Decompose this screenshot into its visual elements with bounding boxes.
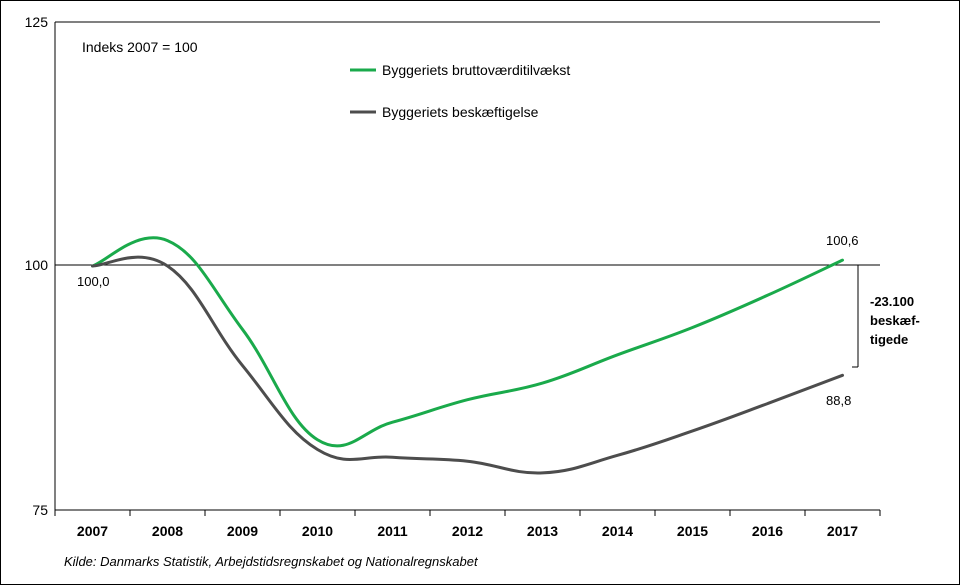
x-tick-label: 2017	[827, 523, 858, 539]
y-tick-label: 100	[25, 257, 49, 273]
x-tick-label: 2013	[527, 523, 558, 539]
legend-label: Byggeriets bruttoværditilvækst	[382, 62, 570, 78]
legend-label: Byggeriets beskæftigelse	[382, 104, 539, 120]
x-tick-label: 2014	[602, 523, 633, 539]
data-label-green-end: 100,6	[826, 233, 859, 248]
y-tick-label: 75	[32, 502, 48, 518]
series-line-beskaeftigelse	[91, 255, 844, 475]
x-tick-label: 2010	[302, 523, 333, 539]
gap-annotation-line3: tigede	[870, 332, 908, 347]
gap-annotation-line2: beskæf-	[870, 313, 920, 328]
data-label-grey-end: 88,8	[826, 393, 851, 408]
x-tick-label: 2016	[752, 523, 783, 539]
x-tick-label: 2011	[377, 523, 408, 539]
gap-annotation-line1: -23.100	[870, 294, 914, 309]
gap-bracket	[852, 264, 859, 368]
y-tick-label: 125	[25, 14, 49, 30]
series-line-bruttovaerditilvaekst	[91, 236, 844, 448]
data-label-start: 100,0	[77, 274, 110, 289]
x-tick-label: 2007	[77, 523, 108, 539]
x-tick-label: 2015	[677, 523, 708, 539]
x-tick-label: 2012	[452, 523, 483, 539]
source-note: Kilde: Danmarks Statistik, Arbejdstidsre…	[64, 554, 478, 569]
x-tick-label: 2009	[227, 523, 258, 539]
chart-subtitle: Indeks 2007 = 100	[82, 39, 198, 55]
x-tick-label: 2008	[152, 523, 183, 539]
x-axis-ticks: 2007 2008 2009 2010 2011 2012 2013 2014 2015 2016…	[54, 510, 881, 539]
